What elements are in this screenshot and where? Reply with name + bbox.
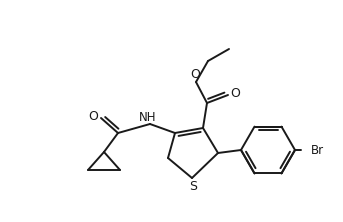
Text: O: O xyxy=(190,67,200,81)
Text: Br: Br xyxy=(311,143,324,157)
Text: NH: NH xyxy=(139,111,157,123)
Text: O: O xyxy=(88,109,98,123)
Text: O: O xyxy=(230,87,240,99)
Text: S: S xyxy=(189,180,197,194)
